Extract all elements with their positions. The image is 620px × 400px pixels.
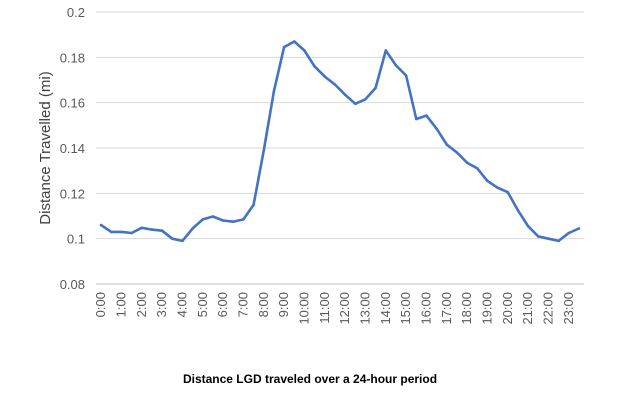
y-tick-label: 0.18	[60, 50, 85, 65]
data-point	[120, 230, 123, 234]
data-point	[404, 74, 408, 77]
x-tick-label: 0:00	[93, 292, 108, 317]
data-point	[181, 239, 184, 243]
y-tick-label: 0.16	[60, 96, 85, 111]
x-tick-label: 12:00	[337, 292, 352, 325]
chart-caption: Distance LGD traveled over a 24-hour per…	[182, 372, 438, 386]
x-tick-label: 11:00	[317, 292, 332, 324]
data-point	[211, 215, 215, 218]
data-point	[293, 40, 296, 43]
series-line	[99, 40, 581, 243]
data-point	[354, 102, 357, 106]
data-point	[374, 86, 377, 90]
x-tick-label: 16:00	[418, 292, 433, 325]
data-point	[435, 127, 438, 130]
x-tick-label: 8:00	[256, 292, 271, 317]
data-point	[221, 219, 225, 222]
data-point	[465, 161, 469, 164]
data-point	[201, 218, 205, 221]
data-point	[99, 223, 103, 227]
x-tick-label: 20:00	[500, 292, 515, 325]
data-point	[191, 227, 194, 230]
y-axis-ticks: 0.08 0.1 0.12 0.14 0.16 0.18 0.2	[60, 5, 85, 292]
data-point	[262, 149, 266, 152]
data-point	[252, 203, 255, 206]
data-point	[171, 237, 174, 240]
data-point	[577, 227, 581, 230]
data-point	[415, 117, 418, 121]
y-tick-label: 0.1	[67, 232, 85, 247]
x-tick-label: 13:00	[357, 292, 372, 325]
y-axis-label: Distance Travelled (mi)	[37, 71, 54, 224]
data-point	[486, 179, 489, 183]
x-tick-label: 15:00	[398, 292, 413, 325]
data-point	[425, 114, 428, 117]
data-point	[445, 143, 449, 146]
data-point	[242, 218, 245, 221]
y-tick-label: 0.14	[60, 141, 85, 156]
series-group	[99, 40, 581, 243]
data-point	[455, 151, 459, 154]
data-point	[110, 230, 113, 234]
x-tick-label: 3:00	[154, 292, 169, 317]
x-tick-label: 10:00	[296, 292, 311, 325]
x-tick-label: 23:00	[561, 292, 576, 325]
data-point	[232, 220, 235, 223]
data-point	[384, 49, 388, 52]
x-tick-label: 19:00	[479, 292, 494, 325]
data-point	[516, 209, 520, 212]
data-point	[303, 49, 306, 52]
data-point	[140, 226, 144, 230]
x-tick-label: 5:00	[195, 292, 210, 317]
y-tick-label: 0.12	[60, 186, 85, 201]
data-point	[272, 90, 276, 93]
x-tick-label: 21:00	[520, 292, 535, 325]
data-point	[323, 75, 327, 78]
data-point	[313, 65, 316, 68]
data-point	[557, 239, 560, 243]
data-point	[343, 93, 347, 96]
data-point	[496, 186, 499, 189]
x-tick-label: 9:00	[276, 292, 291, 317]
y-tick-label: 0.2	[67, 5, 85, 20]
data-point	[537, 235, 540, 238]
x-tick-label: 6:00	[215, 292, 230, 317]
x-tick-label: 17:00	[439, 292, 454, 325]
data-point	[526, 224, 530, 228]
data-point	[282, 45, 286, 49]
x-tick-label: 2:00	[134, 292, 149, 317]
data-point	[364, 98, 367, 101]
data-point	[150, 228, 154, 231]
gridlines	[96, 11, 584, 285]
x-tick-label: 14:00	[378, 292, 393, 325]
x-tick-label: 4:00	[174, 292, 189, 317]
x-tick-label: 18:00	[459, 292, 474, 325]
data-point	[547, 237, 550, 240]
data-point	[394, 64, 398, 67]
x-tick-label: 7:00	[235, 292, 250, 317]
data-point	[476, 167, 479, 170]
data-point	[567, 231, 571, 235]
x-axis-ticks: 0:00 1:00 2:00 3:00 4:00 5:00 6:00 7:00 8:00 9:00…	[93, 292, 576, 325]
data-point	[130, 231, 133, 235]
data-point	[333, 83, 337, 86]
x-tick-label: 22:00	[540, 292, 555, 325]
x-tick-label: 1:00	[113, 292, 128, 317]
y-tick-label: 0.08	[60, 277, 85, 292]
data-point	[160, 229, 164, 232]
data-point	[506, 190, 510, 194]
